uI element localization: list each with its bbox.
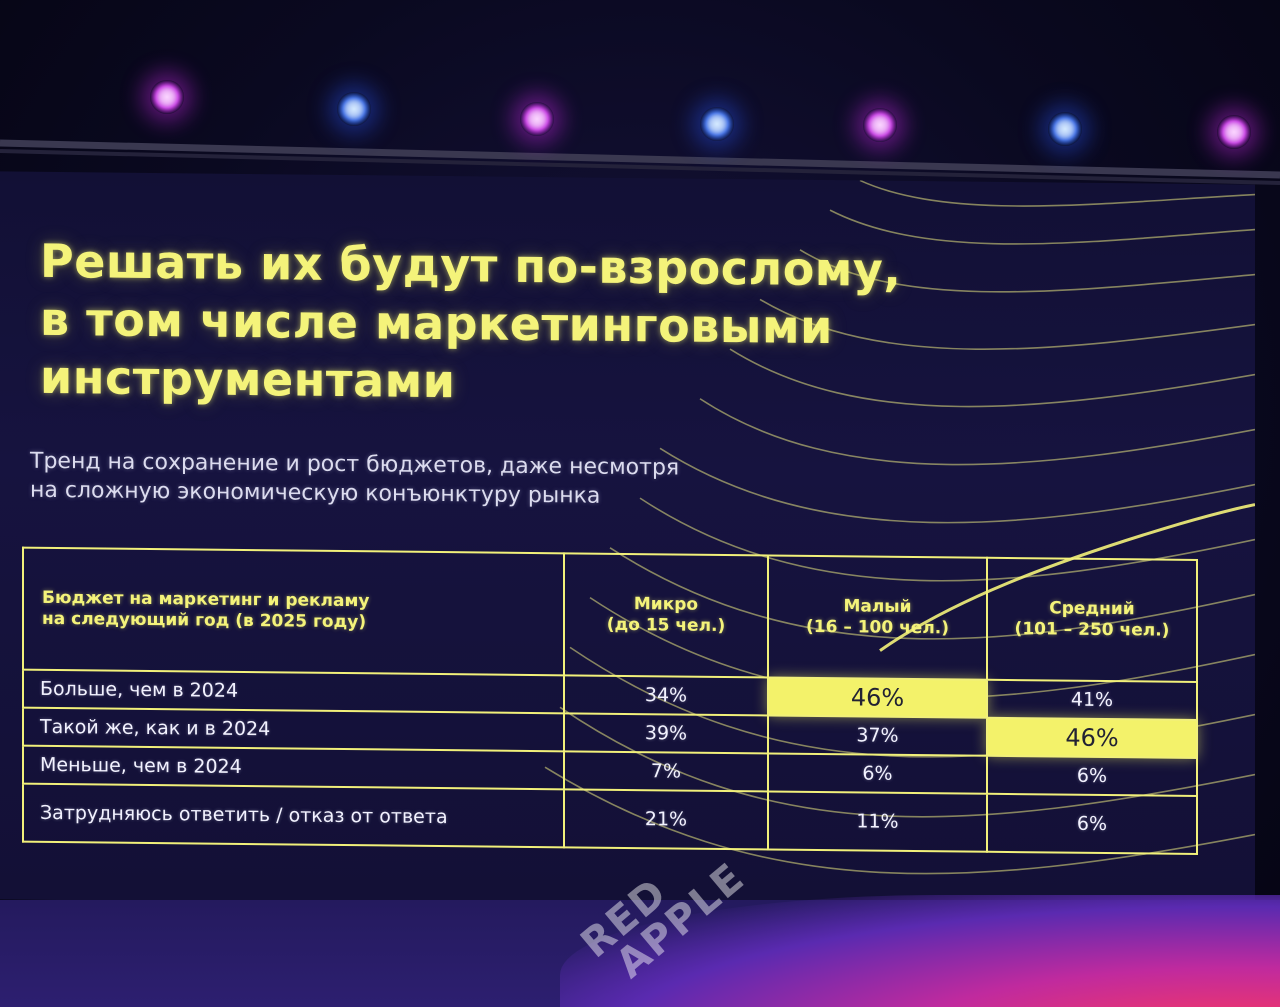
stage-light [700,107,734,141]
budget-table: Бюджет на маркетинг и рекламу на следующ… [22,547,1198,855]
value-cell: 39% [564,713,768,754]
stage-light [1217,115,1251,149]
value-cell: 21% [564,789,768,850]
slide-title-line: инструментами [40,349,456,409]
slide-title: Решать их будут по-взрослому, в том числ… [40,232,1040,416]
header-segment-small: Малый (16 – 100 чел.) [768,555,987,680]
segment-range: (101 – 250 чел.) [1014,619,1170,641]
table-row: Затрудняюсь ответить / отказ от ответа 2… [23,783,1197,854]
value-cell: 46% [987,717,1197,758]
table-header-row: Бюджет на маркетинг и рекламу на следующ… [23,547,1197,682]
segment-name: Микро [633,594,699,615]
value-cell: 34% [564,675,768,716]
value-cell: 11% [768,791,987,852]
stage-light [150,80,184,114]
stage-light [337,92,371,126]
value-cell: 41% [987,679,1197,720]
row-label: Затрудняюсь ответить / отказ от ответа [23,783,564,848]
row-label: Такой же, как и в 2024 [23,707,564,752]
ceiling-truss [0,139,1280,185]
value-cell: 37% [768,715,987,756]
stage-light [863,108,897,142]
presentation-screen: Решать их будут по-взрослому, в том числ… [0,171,1255,913]
segment-name: Малый [843,596,912,617]
slide-title-line: Решать их будут по-взрослому, [40,233,902,297]
value-cell: 6% [768,753,987,794]
row-label: Больше, чем в 2024 [23,669,564,714]
stage-light [1048,112,1082,146]
segment-name: Средний [1049,598,1135,620]
header-segment-micro: Микро (до 15 чел.) [564,553,768,678]
slide-subtitle: Тренд на сохранение и рост бюджетов, даж… [30,447,930,514]
value-cell: 6% [987,755,1197,796]
value-cell: 6% [987,793,1197,854]
value-cell: 46% [768,677,987,718]
header-budget-label: Бюджет на маркетинг и рекламу на следующ… [23,547,564,676]
slide-title-line: в том числе маркетинговыми [40,291,833,355]
segment-range: (16 – 100 чел.) [805,616,950,639]
header-label-line: на следующий год (в 2025 году) [42,608,367,633]
segment-range: (до 15 чел.) [606,614,726,637]
header-segment-medium: Средний (101 – 250 чел.) [987,557,1197,682]
value-cell: 7% [564,751,768,792]
stage-light [520,102,554,136]
row-label: Меньше, чем в 2024 [23,745,564,790]
